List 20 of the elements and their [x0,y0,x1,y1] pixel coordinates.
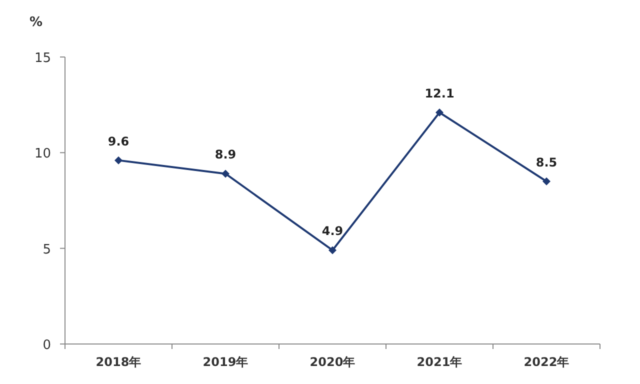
x-tick-label: 2021年 [416,355,462,369]
x-tick-label: 2018年 [96,355,142,369]
point [114,156,122,164]
data-label: 8.9 [214,148,236,162]
data-label: 12.1 [424,86,454,100]
x-tick-label: 2019年 [202,355,248,369]
y-tick-label: 10 [34,146,51,162]
data-label: 8.5 [536,155,558,170]
y-tick-label: 5 [42,242,51,258]
x-tick-label: 2020年 [310,355,356,369]
point [328,246,336,254]
point [222,170,230,178]
point [436,108,444,116]
data-label: 9.6 [108,134,130,148]
y-tick-label: 0 [42,338,51,353]
x-tick-label: 2022年 [524,355,570,369]
point [542,177,550,186]
y-tick-label: 15 [34,51,51,66]
y-axis-title: % [29,15,43,30]
data-label: 4.9 [322,224,344,238]
